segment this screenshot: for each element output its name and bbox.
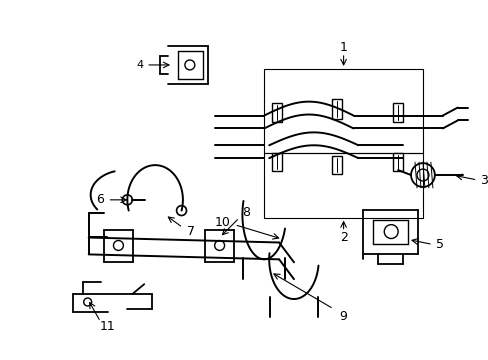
- Text: 2: 2: [339, 231, 347, 244]
- Bar: [264, 153, 422, 218]
- Bar: [392, 153, 402, 171]
- Bar: [392, 103, 402, 122]
- Text: 6: 6: [96, 193, 103, 206]
- Text: 11: 11: [100, 320, 115, 333]
- Text: 9: 9: [339, 310, 347, 323]
- Text: 3: 3: [480, 174, 488, 186]
- Bar: [272, 153, 282, 171]
- Bar: [272, 103, 282, 122]
- Bar: [331, 156, 341, 174]
- Text: 4: 4: [137, 60, 143, 70]
- Text: 1: 1: [339, 41, 347, 54]
- Text: 7: 7: [186, 225, 194, 238]
- Text: 5: 5: [435, 238, 443, 251]
- Text: 10: 10: [214, 216, 230, 229]
- Bar: [264, 69, 422, 153]
- Text: 8: 8: [242, 206, 250, 219]
- Bar: [331, 99, 341, 118]
